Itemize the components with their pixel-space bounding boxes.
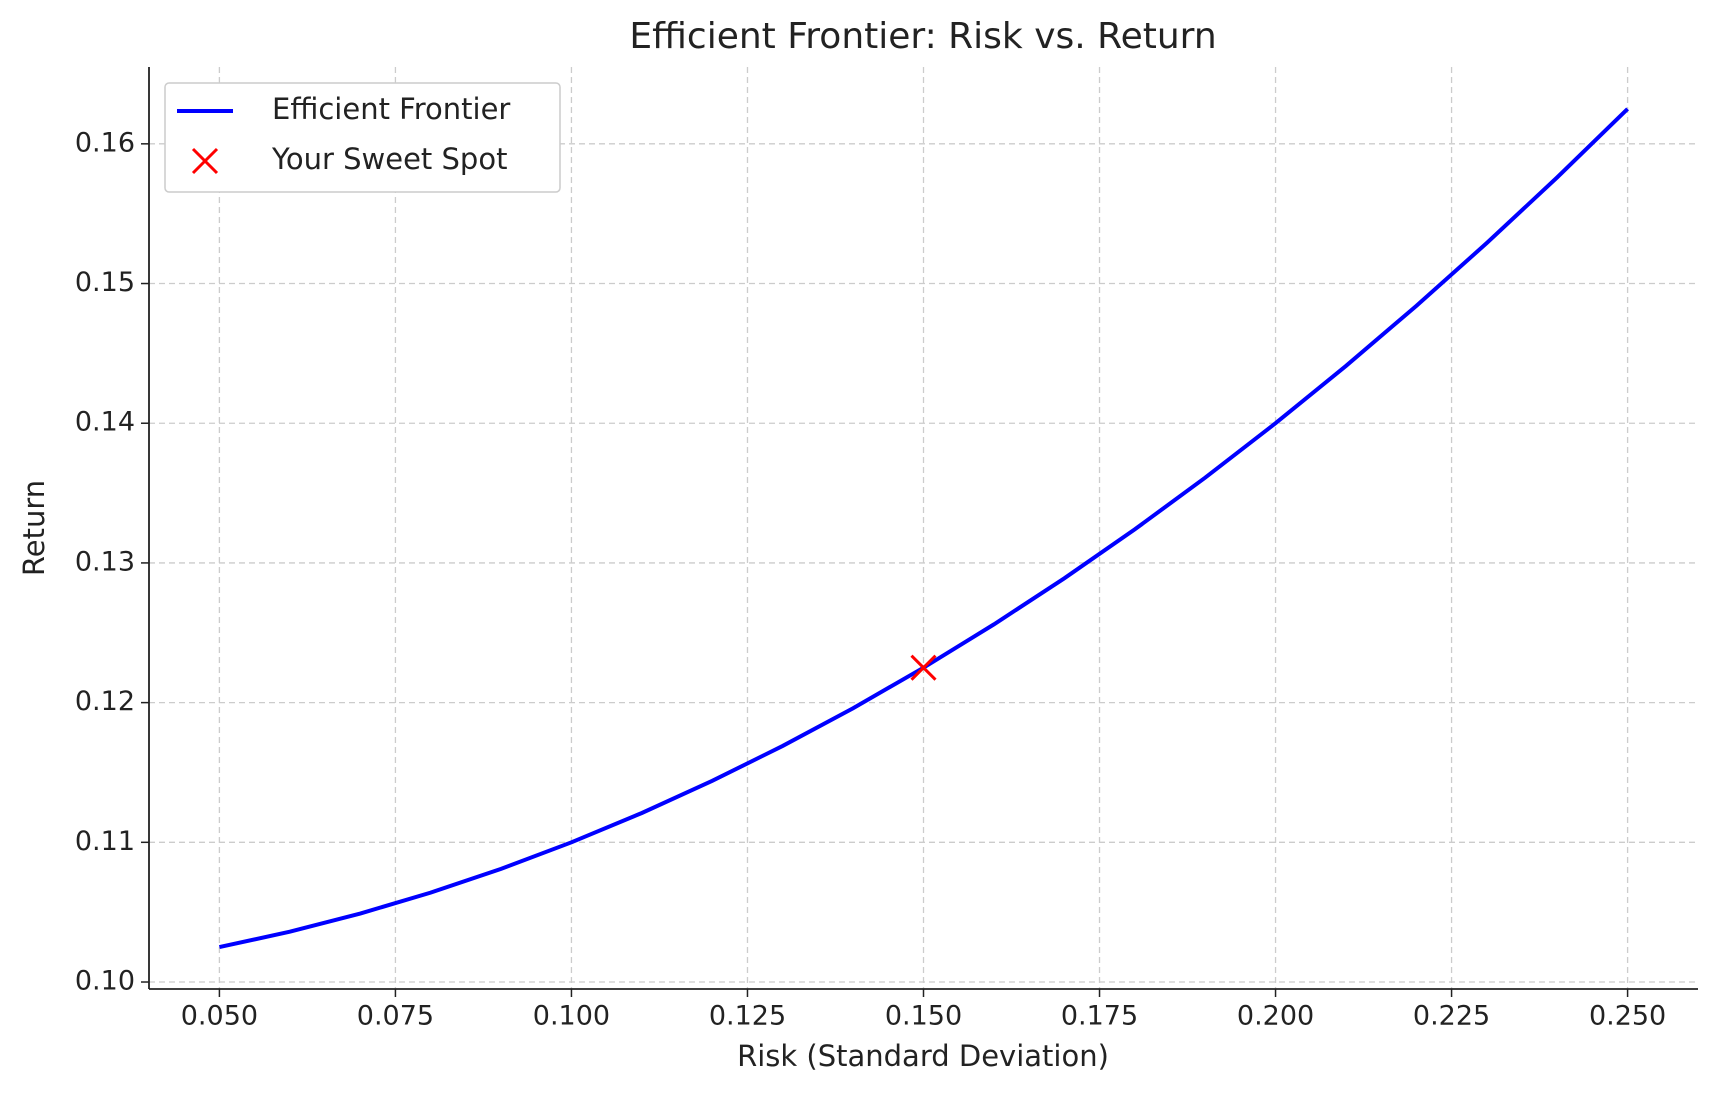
y-tick-label: 0.12 — [75, 686, 135, 717]
legend-label: Your Sweet Spot — [271, 142, 507, 176]
sweet-spot-marker — [910, 654, 937, 681]
chart-title: Efficient Frontier: Risk vs. Return — [629, 16, 1216, 57]
legend-label: Efficient Frontier — [272, 92, 510, 126]
x-tick-label: 0.050 — [181, 1001, 258, 1032]
x-tick-label: 0.250 — [1589, 1001, 1666, 1032]
legend-swatch — [191, 147, 219, 175]
y-tick-label: 0.16 — [75, 127, 135, 158]
x-tick-label: 0.225 — [1413, 1001, 1490, 1032]
legend-frame — [164, 82, 561, 193]
x-tick-label: 0.150 — [885, 1001, 962, 1032]
y-tick-label: 0.15 — [75, 267, 135, 298]
x-tick-label: 0.200 — [1237, 1001, 1314, 1032]
x-tick-label: 0.075 — [357, 1001, 434, 1032]
legend: Efficient Frontier Your Sweet Spot — [164, 82, 561, 193]
y-tick-label: 0.11 — [75, 826, 135, 857]
y-tick-label: 0.10 — [75, 966, 135, 997]
y-tick-label: 0.13 — [75, 546, 135, 577]
x-axis-label: Risk (Standard Deviation) — [737, 1039, 1109, 1073]
x-tick-label: 0.100 — [533, 1001, 610, 1032]
x-tick-label: 0.125 — [709, 1001, 786, 1032]
y-tick-label: 0.14 — [75, 407, 135, 438]
y-axis-label: Return — [17, 480, 51, 576]
x-tick-label: 0.175 — [1061, 1001, 1138, 1032]
